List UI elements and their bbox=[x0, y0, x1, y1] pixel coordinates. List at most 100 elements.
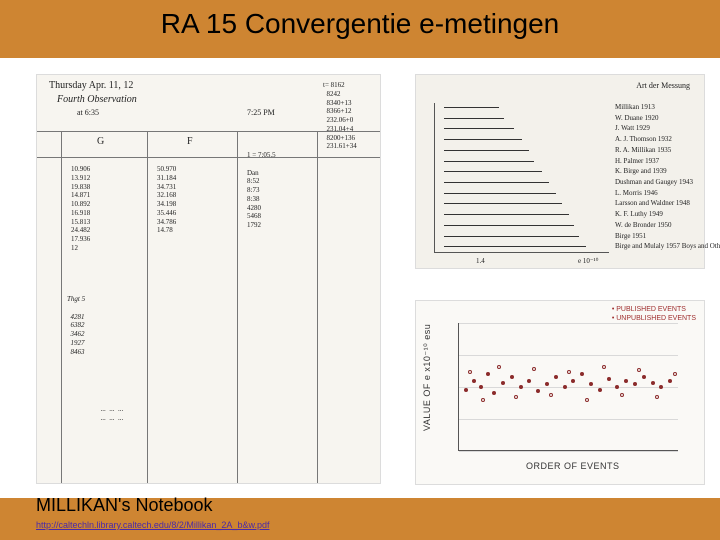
chart-point bbox=[472, 379, 476, 383]
pt-xright: e 10⁻¹⁰ bbox=[578, 257, 598, 265]
pt-row-label: Birge 1951 bbox=[615, 232, 646, 240]
nb-time: at 6:35 bbox=[77, 109, 99, 117]
chart-point bbox=[589, 382, 593, 386]
chart-gridline bbox=[459, 355, 678, 356]
chart-point bbox=[532, 367, 536, 371]
slide-header: RA 15 Convergentie e-metingen bbox=[0, 0, 720, 52]
pt-line bbox=[444, 214, 569, 215]
chart-gridline bbox=[459, 323, 678, 324]
nb-col-f: F bbox=[187, 137, 193, 148]
chart-point bbox=[637, 368, 641, 372]
chart-point bbox=[479, 385, 483, 389]
chart-point bbox=[633, 382, 637, 386]
chart-point bbox=[536, 389, 540, 393]
chart-point bbox=[563, 385, 567, 389]
nb-vline bbox=[61, 131, 62, 483]
pt-line bbox=[444, 128, 514, 129]
chart-point bbox=[464, 388, 468, 392]
chart-point bbox=[585, 398, 589, 402]
pt-row-label: K. F. Luthy 1949 bbox=[615, 210, 663, 218]
pt-row-label: Birge and Mulaly 1957 Boys and Others — … bbox=[615, 242, 720, 250]
chart-point bbox=[481, 398, 485, 402]
pt-line bbox=[444, 203, 562, 204]
pt-line bbox=[444, 193, 556, 194]
notebook-image: Thursday Apr. 11, 12 Fourth Observation … bbox=[36, 74, 381, 484]
nb-hline bbox=[37, 131, 380, 132]
chart-point bbox=[514, 395, 518, 399]
nb-data-col3: 1 = 7:05.5 Dan 8:52 8:73 8:38 4280 5468 … bbox=[247, 151, 276, 230]
source-link[interactable]: http://caltechln.library.caltech.edu/8/2… bbox=[36, 520, 269, 530]
pt-line bbox=[444, 139, 522, 140]
chart-point bbox=[549, 393, 553, 397]
panel-top: Art der Messung 1.4 e 10⁻¹⁰ Millikan 191… bbox=[415, 74, 705, 269]
chart-point bbox=[486, 372, 490, 376]
pt-box bbox=[434, 103, 609, 253]
nb-col-g: G bbox=[97, 137, 104, 148]
pt-xleft: 1.4 bbox=[476, 257, 485, 265]
chart-point bbox=[510, 375, 514, 379]
notebook-caption: MILLIKAN's Notebook bbox=[36, 495, 213, 516]
chart-point bbox=[497, 365, 501, 369]
nb-vline bbox=[237, 131, 238, 483]
pt-row-label: K. Birge and 1939 bbox=[615, 167, 667, 175]
nb-data-col1: 10.906 13.912 19.838 14.871 10.892 16.91… bbox=[71, 165, 90, 253]
chart-point bbox=[571, 379, 575, 383]
chart-point bbox=[545, 382, 549, 386]
nb-date: Thursday Apr. 11, 12 bbox=[49, 81, 133, 92]
nb-time-right: 7:25 PM bbox=[247, 109, 275, 117]
chart-point bbox=[642, 375, 646, 379]
pt-line bbox=[444, 150, 529, 151]
chart-point bbox=[602, 365, 606, 369]
chart-legend: • PUBLISHED EVENTS • UNPUBLISHED EVENTS bbox=[612, 305, 696, 323]
chart-gridline bbox=[459, 451, 678, 452]
chart-point bbox=[659, 385, 663, 389]
panel-bottom: • PUBLISHED EVENTS • UNPUBLISHED EVENTS … bbox=[415, 300, 705, 485]
pt-line bbox=[444, 182, 549, 183]
chart-point bbox=[673, 372, 677, 376]
nb-vline bbox=[317, 131, 318, 483]
pt-row-label: W. de Bronder 1950 bbox=[615, 221, 672, 229]
pt-row-label: Dushman and Gaugey 1943 bbox=[615, 178, 693, 186]
content-area: Thursday Apr. 11, 12 Fourth Observation … bbox=[0, 58, 720, 498]
nb-obs: Fourth Observation bbox=[57, 95, 137, 106]
pt-row-label: J. Watt 1929 bbox=[615, 124, 650, 132]
chart-point bbox=[598, 388, 602, 392]
pt-row-label: R. A. Millikan 1935 bbox=[615, 146, 671, 154]
nb-data-col4: t= 8162 8242 8340+13 8366+12 232.06+0 23… bbox=[323, 81, 357, 151]
pt-row-label: H. Palmer 1937 bbox=[615, 157, 659, 165]
pt-line bbox=[444, 161, 534, 162]
chart-gridline bbox=[459, 419, 678, 420]
nb-vline bbox=[147, 131, 148, 483]
pt-heading: Art der Messung bbox=[636, 81, 690, 90]
chart-point bbox=[655, 395, 659, 399]
nb-hline bbox=[37, 157, 380, 158]
pt-row-label: W. Duane 1920 bbox=[615, 114, 658, 122]
chart-point bbox=[624, 379, 628, 383]
chart-point bbox=[501, 381, 505, 385]
slide-title: RA 15 Convergentie e-metingen bbox=[0, 8, 720, 40]
chart-point bbox=[527, 379, 531, 383]
pt-line bbox=[444, 171, 542, 172]
chart-xlabel: ORDER OF EVENTS bbox=[526, 461, 620, 471]
chart-point bbox=[519, 385, 523, 389]
pt-line bbox=[444, 107, 499, 108]
chart-gridline bbox=[459, 387, 678, 388]
pt-line bbox=[444, 236, 579, 237]
pt-row-label: A. J. Thomson 1932 bbox=[615, 135, 672, 143]
chart-point bbox=[492, 391, 496, 395]
chart-area bbox=[458, 323, 678, 451]
pt-line bbox=[444, 246, 586, 247]
legend-published: • PUBLISHED EVENTS bbox=[612, 305, 696, 314]
chart-point bbox=[651, 381, 655, 385]
chart-point bbox=[668, 379, 672, 383]
pt-row-label: L. Morris 1946 bbox=[615, 189, 658, 197]
chart-point bbox=[554, 375, 558, 379]
pt-row-label: Millikan 1913 bbox=[615, 103, 655, 111]
chart-point bbox=[580, 372, 584, 376]
pt-row-label: Larsson and Waldner 1948 bbox=[615, 199, 690, 207]
nb-lower: Thgt 5 4281 6382 3462 1927 8463 bbox=[67, 295, 85, 356]
chart-point bbox=[468, 370, 472, 374]
nb-bottom: ... ... ... ... ... ... bbox=[97, 405, 123, 423]
chart-point bbox=[615, 385, 619, 389]
chart-ylabel: VALUE OF e x10⁻¹⁰ esu bbox=[422, 324, 433, 431]
